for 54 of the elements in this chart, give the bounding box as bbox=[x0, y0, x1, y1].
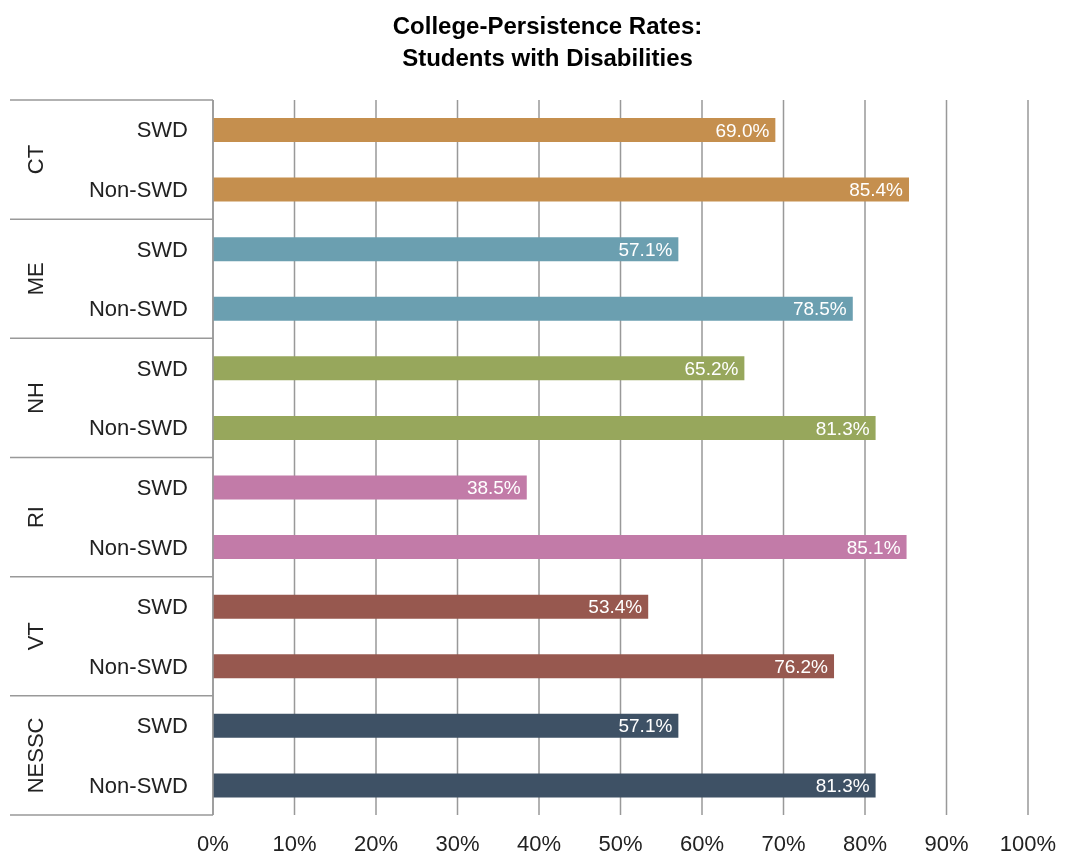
text: RI bbox=[22, 506, 48, 529]
text: CT bbox=[22, 144, 48, 175]
x-tick-label: 50% bbox=[598, 830, 643, 856]
y-tick-label: Non-SWD bbox=[88, 534, 188, 560]
data-label: 81.3% bbox=[815, 417, 870, 439]
data-label: 53.4% bbox=[588, 596, 643, 618]
bar bbox=[213, 415, 876, 440]
x-tick-label: 100% bbox=[999, 830, 1057, 856]
bar bbox=[213, 177, 910, 202]
y-tick-label: SWD bbox=[136, 355, 188, 381]
y-tick-label: Non-SWD bbox=[88, 296, 188, 322]
bar bbox=[213, 237, 679, 262]
data-label: 57.1% bbox=[618, 238, 673, 260]
x-tick-label: 0% bbox=[197, 830, 229, 856]
x-tick-label: 80% bbox=[842, 830, 888, 856]
text: ME bbox=[22, 262, 48, 296]
x-tick-label: 10% bbox=[272, 830, 317, 856]
x-tick-label: 20% bbox=[353, 830, 399, 856]
text: VT bbox=[22, 622, 48, 651]
data-label: 81.3% bbox=[815, 775, 870, 797]
chart-title: College-Persistence Rates: Students with Disabilities bbox=[391, 11, 704, 73]
text: NH bbox=[22, 382, 48, 414]
data-label: 69.0% bbox=[715, 119, 770, 141]
y-tick-label: Non-SWD bbox=[88, 653, 188, 679]
x-tick-label: 60% bbox=[679, 830, 725, 856]
text: NESSC bbox=[22, 717, 48, 794]
bar bbox=[213, 475, 527, 500]
bar bbox=[213, 713, 679, 738]
bar bbox=[213, 773, 876, 798]
y-tick-label: SWD bbox=[136, 594, 188, 620]
data-label: 78.5% bbox=[792, 298, 847, 320]
x-tick-label: 40% bbox=[516, 830, 562, 856]
x-tick-label: 90% bbox=[924, 830, 969, 856]
data-label: 65.2% bbox=[684, 357, 739, 379]
bar bbox=[213, 654, 835, 679]
x-tick-label: 70% bbox=[761, 830, 806, 856]
bar bbox=[213, 535, 907, 560]
data-label: 85.1% bbox=[846, 536, 901, 558]
bar bbox=[213, 356, 745, 381]
bar bbox=[213, 296, 853, 321]
y-tick-label: Non-SWD bbox=[88, 415, 188, 441]
y-tick-label: SWD bbox=[136, 117, 188, 143]
x-tick-label: 30% bbox=[435, 830, 480, 856]
data-label: 57.1% bbox=[618, 715, 673, 737]
y-tick-label: SWD bbox=[136, 474, 188, 500]
data-label: 76.2% bbox=[774, 655, 829, 677]
y-tick-label: Non-SWD bbox=[88, 772, 188, 798]
bar bbox=[213, 594, 649, 619]
data-label: 38.5% bbox=[466, 477, 521, 499]
y-tick-label: Non-SWD bbox=[88, 177, 188, 203]
y-tick-label: SWD bbox=[136, 236, 188, 262]
data-label: 85.4% bbox=[849, 179, 904, 201]
y-tick-label: SWD bbox=[136, 713, 188, 739]
bar bbox=[213, 118, 776, 142]
